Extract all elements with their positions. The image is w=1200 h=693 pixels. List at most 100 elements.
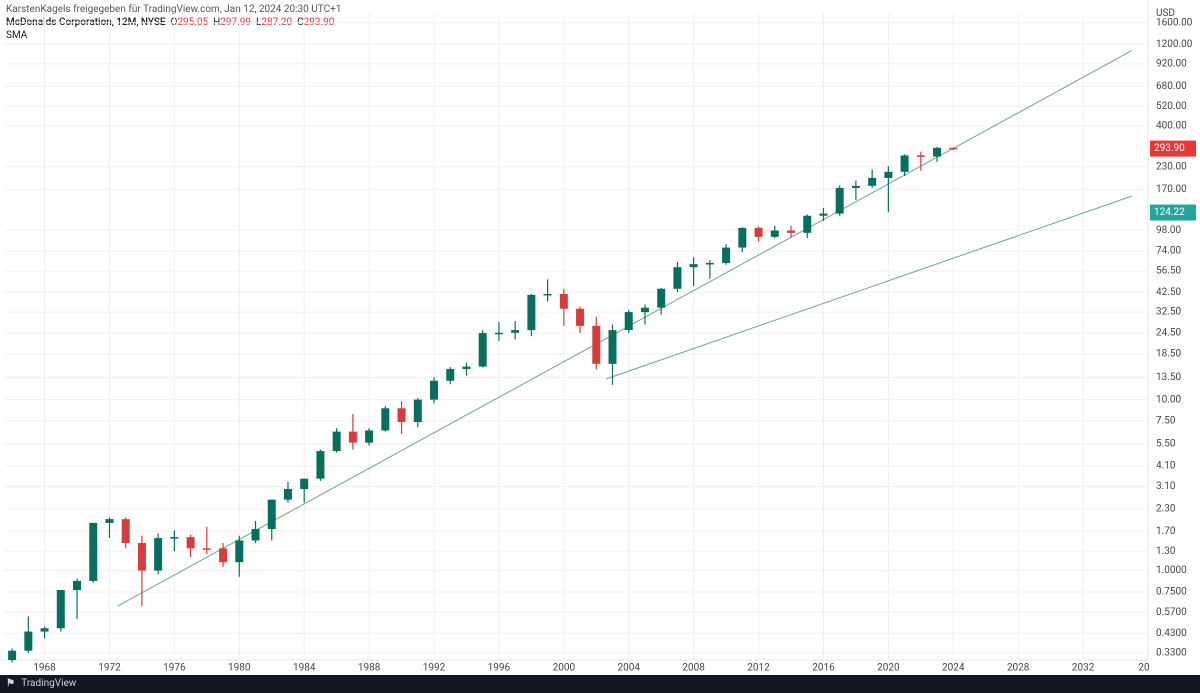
y-tick-label: 56.50 [1156, 266, 1181, 277]
y-tick-label: 13.50 [1156, 372, 1181, 383]
candle-body [673, 267, 681, 289]
candle-body [284, 489, 292, 500]
candle-body [203, 548, 211, 550]
x-tick-label: 2000 [553, 662, 576, 673]
y-tick-label: 98.00 [1156, 225, 1181, 236]
candle-body [235, 540, 243, 562]
y-tick-label: 170.00 [1156, 184, 1187, 195]
candle-body [527, 295, 535, 330]
candle-body [170, 537, 178, 539]
candle-body [755, 228, 763, 237]
candle-body [381, 408, 389, 430]
candle-body [836, 188, 844, 214]
x-tick-label: 2032 [1072, 662, 1095, 673]
candle-body [609, 330, 617, 364]
y-tick-label: 1.0000 [1156, 565, 1187, 576]
candle-body [576, 309, 584, 326]
y-tick-label: 1200.00 [1156, 39, 1193, 50]
x-tick-label: 1992 [423, 662, 446, 673]
candle-body [819, 214, 827, 216]
y-tick-label: 7.50 [1156, 416, 1176, 427]
y-tick-label: 0.4300 [1156, 628, 1187, 639]
candle-body [738, 228, 746, 248]
candle-body [8, 651, 16, 660]
x-tick-label: 2016 [812, 662, 835, 673]
y-tick-label: 680.00 [1156, 81, 1187, 92]
candle-body [690, 264, 698, 267]
y-tick-label: 920.00 [1156, 59, 1187, 70]
x-tick-label: 2020 [877, 662, 900, 673]
y-tick-label: 2.30 [1156, 503, 1176, 514]
x-tick-label: 1972 [98, 662, 121, 673]
candle-body [398, 408, 406, 422]
candle-body [316, 451, 324, 479]
y-tick-label: 230.00 [1156, 161, 1187, 172]
y-tick-label: 0.3300 [1156, 648, 1187, 659]
x-tick-label: 2012 [747, 662, 770, 673]
candle-body [154, 538, 162, 571]
candle-body [949, 148, 957, 150]
y-tick-label: 42.50 [1156, 287, 1181, 298]
candle-body [268, 500, 276, 529]
candle-body [592, 326, 600, 364]
x-tick-label: 2028 [1007, 662, 1030, 673]
x-tick-label: 1980 [228, 662, 251, 673]
y-tick-label: 74.00 [1156, 246, 1181, 257]
candle-body [24, 632, 32, 651]
candle-body [917, 155, 925, 157]
y-tick-label: 3.10 [1156, 481, 1176, 492]
price-flag-text: 293.90 [1154, 143, 1185, 154]
y-tick-label: 520.00 [1156, 101, 1187, 112]
x-tick-label: 2004 [617, 662, 640, 673]
x-tick-label: 1996 [488, 662, 511, 673]
candle-body [544, 294, 552, 296]
y-tick-label: 18.50 [1156, 349, 1181, 360]
footer-bar: ⚑ TradingView [0, 675, 1200, 693]
candle-body [706, 263, 714, 265]
candle-body [560, 294, 568, 309]
x-tick-label: 1984 [293, 662, 316, 673]
candle-body [868, 178, 876, 186]
candle-body [414, 400, 422, 422]
candle-body [138, 543, 146, 571]
candle-body [462, 367, 470, 369]
candle-body [722, 248, 730, 263]
candle-body [625, 312, 633, 330]
candle-body [57, 590, 65, 628]
x-tick-label-tail: 20 [1138, 662, 1150, 673]
y-tick-label: 24.50 [1156, 328, 1181, 339]
candle-body [219, 548, 227, 562]
x-tick-label: 1988 [358, 662, 381, 673]
candle-body [479, 333, 487, 367]
chart-root: KarstenKagels freigegeben für TradingVie… [0, 0, 1200, 693]
tradingview-brand: TradingView [21, 678, 76, 689]
candle-body [852, 186, 860, 188]
candle-body [105, 519, 113, 523]
y-tick-label: 0.5700 [1156, 607, 1187, 618]
y-tick-label: 1.30 [1156, 546, 1176, 557]
candle-body [657, 289, 665, 308]
y-tick-label: 0.7500 [1156, 587, 1187, 598]
candle-body [803, 216, 811, 233]
candle-body [446, 369, 454, 381]
candle-body [89, 523, 97, 581]
candle-body [300, 479, 308, 489]
candle-body [252, 529, 260, 540]
y-tick-label: 400.00 [1156, 120, 1187, 131]
candle-body [333, 432, 341, 451]
y-tick-label: 1600.00 [1156, 17, 1193, 28]
candle-body [933, 148, 941, 157]
y-tick-label: 4.10 [1156, 460, 1176, 471]
candle-body [901, 155, 909, 171]
candle-body [884, 172, 892, 178]
y-tick-label: 32.50 [1156, 307, 1181, 318]
trend-line [606, 196, 1132, 379]
tradingview-logo-icon: ⚑ [6, 678, 15, 689]
candle-body [73, 581, 81, 590]
candle-body [787, 231, 795, 233]
price-flag-text: 124.22 [1154, 207, 1185, 218]
candle-body [641, 308, 649, 312]
chart-svg[interactable]: USD1600.001200.00920.00680.00520.00400.0… [0, 0, 1200, 693]
candle-body [771, 231, 779, 237]
candle-body [41, 628, 49, 631]
